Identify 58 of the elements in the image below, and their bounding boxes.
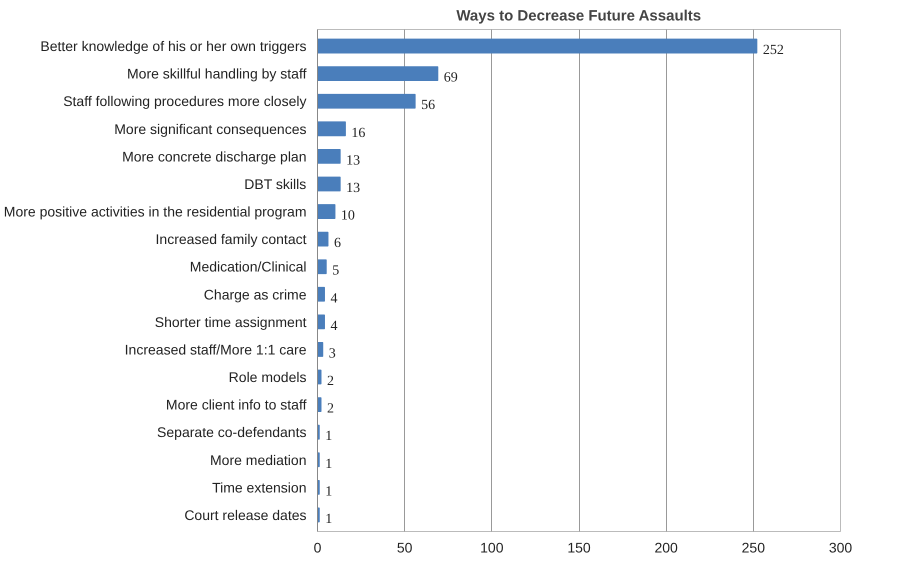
data-label: 13: [346, 153, 360, 168]
bar: [318, 232, 328, 247]
bar: [318, 259, 327, 274]
y-tick-label: Staff following procedures more closely: [63, 93, 307, 110]
data-label: 6: [334, 236, 341, 252]
bar: [318, 204, 336, 219]
y-tick-label: Increased family contact: [156, 231, 307, 248]
x-tick-label: 250: [742, 540, 766, 556]
chart-title: Ways to Decrease Future Assaults: [456, 8, 702, 24]
x-tick-label: 200: [654, 540, 678, 556]
y-tick-label: More concrete discharge plan: [122, 148, 307, 164]
data-label: 16: [351, 126, 366, 141]
bar: [318, 176, 341, 192]
y-tick-label: Shorter time assignment: [154, 314, 307, 330]
bar: [318, 94, 416, 109]
data-label: 252: [762, 43, 784, 58]
data-label: 1: [325, 456, 332, 472]
data-label: 13: [346, 180, 360, 196]
data-label: 2: [326, 402, 334, 417]
y-tick-label: Better knowledge of his or her own triggers: [40, 38, 307, 54]
y-tick-label: More client info to staff: [166, 396, 307, 413]
data-label: 1: [325, 512, 332, 527]
x-tick-label: 0: [314, 540, 322, 556]
data-label: 4: [330, 318, 338, 334]
data-label: 2: [326, 374, 334, 390]
y-tick-label: DBT skills: [244, 176, 306, 192]
bar: [318, 370, 322, 384]
bar: [318, 148, 341, 164]
y-tick-label: Time extension: [212, 479, 307, 496]
y-tick-label: More skillful handling by staff: [127, 66, 307, 82]
data-label: 3: [328, 346, 336, 362]
data-label: 5: [332, 264, 340, 279]
data-label: 10: [340, 208, 355, 224]
x-tick-label: 150: [567, 540, 591, 556]
bar: [318, 397, 322, 412]
data-label: 4: [330, 291, 338, 306]
bar: [318, 121, 346, 136]
y-tick-label: More positive activities in the residential program: [4, 204, 307, 220]
bar: [318, 38, 758, 54]
data-label: 69: [444, 70, 458, 86]
y-tick-label: Charge as crime: [204, 286, 307, 302]
bar: [318, 66, 438, 82]
y-tick-label: More significant consequences: [114, 120, 307, 137]
bar: [318, 314, 325, 330]
bar: [318, 342, 324, 357]
data-label: 56: [421, 98, 436, 114]
data-label: 1: [325, 429, 332, 444]
y-tick-label: More mediation: [210, 452, 307, 468]
x-tick-label: 300: [828, 540, 852, 556]
x-tick-label: 100: [480, 540, 504, 556]
bar: [318, 286, 325, 302]
y-tick-label: Court release dates: [184, 506, 307, 523]
y-tick-label: Medication/Clinical: [190, 258, 306, 275]
y-tick-label: Increased staff/More 1:1 care: [124, 341, 307, 358]
x-tick-label: 50: [396, 540, 413, 556]
y-tick-label: Separate co-defendants: [157, 424, 307, 440]
data-label: 1: [325, 484, 332, 500]
y-tick-label: Role models: [228, 369, 307, 386]
